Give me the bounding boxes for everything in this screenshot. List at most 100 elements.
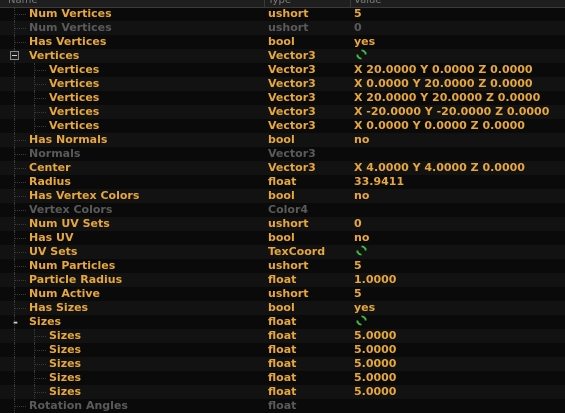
tree-elbow-line — [14, 252, 26, 253]
tree-guide-line — [14, 315, 37, 329]
tree-row[interactable]: Has Sizes bool yes — [0, 301, 565, 315]
tree-guide-line — [14, 91, 37, 105]
refresh-icon[interactable] — [356, 245, 367, 256]
tree-child-row[interactable]: Vertices Vector3 X 20.0000 Y 20.0000 Z 0.0… — [0, 91, 565, 105]
property-value[interactable] — [354, 245, 565, 259]
property-value[interactable]: 5 — [354, 287, 362, 300]
property-name: Has Vertex Colors — [29, 189, 140, 202]
property-value[interactable]: no — [354, 189, 370, 202]
property-value[interactable]: 5.0000 — [354, 357, 397, 370]
property-value[interactable]: X 4.0000 Y 4.0000 Z 0.0000 — [354, 161, 525, 174]
property-value[interactable]: X 0.0000 Y 0.0000 Z 0.0000 — [354, 119, 525, 132]
tree-row[interactable]: Vertices Vector3 — [0, 49, 565, 63]
tree-row[interactable]: Vertex Colors Color4 — [0, 203, 565, 217]
tree-row[interactable]: UV Sets TexCoord — [0, 245, 565, 259]
property-value[interactable]: no — [354, 231, 370, 244]
tree-row[interactable]: Has UV bool no — [0, 231, 565, 245]
header-type[interactable]: Type — [268, 0, 291, 6]
property-value[interactable]: 0 — [354, 217, 362, 230]
tree-elbow-line — [34, 336, 46, 337]
tree-elbow-line — [14, 28, 26, 29]
tree-child-row[interactable]: Sizes float 5.0000 — [0, 385, 565, 399]
property-value[interactable]: 5.0000 — [354, 343, 397, 356]
property-name: Sizes — [49, 329, 82, 342]
tree-row[interactable]: Particle Radius float 1.0000 — [0, 273, 565, 287]
collapse-toggle-icon[interactable] — [10, 51, 19, 60]
refresh-icon[interactable] — [356, 49, 367, 60]
tree-elbow-line — [14, 210, 26, 211]
tree-guide-line — [14, 329, 37, 343]
tree-row[interactable]: Center Vector3 X 4.0000 Y 4.0000 Z 0.0000 — [0, 161, 565, 175]
property-value[interactable]: X -20.0000 Y -20.0000 Z 0.0000 — [354, 105, 550, 118]
property-type: Vector3 — [268, 105, 316, 118]
header-separator[interactable] — [264, 0, 265, 7]
tree-row[interactable]: Has Vertex Colors bool no — [0, 189, 565, 203]
tree-child-row[interactable]: Sizes float 5.0000 — [0, 329, 565, 343]
property-type: ushort — [268, 217, 309, 230]
tree-row[interactable]: Num Particles ushort 5 — [0, 259, 565, 273]
tree-row[interactable]: Num Active ushort 5 — [0, 287, 565, 301]
tree-row[interactable]: Rotation Angles float — [0, 399, 565, 413]
tree-child-row[interactable]: Sizes float 5.0000 — [0, 357, 565, 371]
property-type: Vector3 — [268, 161, 316, 174]
property-type: Vector3 — [268, 63, 316, 76]
property-value[interactable] — [354, 315, 565, 329]
property-value[interactable]: 0 — [354, 21, 362, 34]
property-name: Vertices — [29, 49, 80, 62]
tree-row[interactable]: Num UV Sets ushort 0 — [0, 217, 565, 231]
property-value[interactable]: yes — [354, 301, 376, 314]
property-name: Sizes — [49, 357, 82, 370]
property-name: Vertices — [49, 105, 100, 118]
tree-row[interactable]: Num Vertices ushort 5 — [0, 7, 565, 21]
property-name: Num Vertices — [29, 21, 112, 34]
property-type: ushort — [268, 287, 309, 300]
property-value[interactable]: no — [354, 133, 370, 146]
tree-child-row[interactable]: Vertices Vector3 X 0.0000 Y 20.0000 Z 0.00… — [0, 77, 565, 91]
collapse-toggle-icon[interactable]: - — [13, 315, 18, 329]
header-value[interactable]: Value — [354, 0, 382, 6]
tree-row[interactable]: - Sizes float — [0, 315, 565, 329]
tree-guide-line — [14, 77, 37, 91]
property-value[interactable]: 1.0000 — [354, 273, 397, 286]
tree-child-row[interactable]: Vertices Vector3 X 0.0000 Y 0.0000 Z 0.000… — [0, 119, 565, 133]
property-type: bool — [268, 189, 295, 202]
header-name[interactable]: Name — [8, 0, 38, 6]
tree-child-row[interactable]: Vertices Vector3 X -20.0000 Y -20.0000 Z 0… — [0, 105, 565, 119]
tree-row[interactable]: Normals Vector3 — [0, 147, 565, 161]
property-type: Vector3 — [268, 147, 316, 160]
property-name: Num UV Sets — [29, 217, 110, 230]
tree-elbow-line — [34, 112, 46, 113]
property-type: ushort — [268, 7, 309, 20]
tree-row[interactable]: Num Vertices ushort 0 — [0, 21, 565, 35]
property-value[interactable]: 5.0000 — [354, 371, 397, 384]
tree-elbow-line — [14, 42, 26, 43]
tree-elbow-line — [14, 238, 26, 239]
property-value[interactable]: 5.0000 — [354, 385, 397, 398]
property-type: float — [268, 399, 297, 412]
header-separator[interactable] — [350, 0, 351, 7]
tree-child-row[interactable]: Vertices Vector3 X 20.0000 Y 0.0000 Z 0.00… — [0, 63, 565, 77]
tree-row[interactable]: Has Normals bool no — [0, 133, 565, 147]
property-value[interactable]: 5.0000 — [354, 329, 397, 342]
property-value[interactable]: X 20.0000 Y 0.0000 Z 0.0000 — [354, 63, 533, 76]
property-value[interactable]: X 0.0000 Y 20.0000 Z 0.0000 — [354, 77, 533, 90]
property-type: Vector3 — [268, 91, 316, 104]
tree-row[interactable]: Has Vertices bool yes — [0, 35, 565, 49]
tree-child-row[interactable]: Sizes float 5.0000 — [0, 371, 565, 385]
property-value[interactable] — [354, 49, 565, 63]
property-type: float — [268, 315, 297, 328]
property-value[interactable]: X 20.0000 Y 20.0000 Z 0.0000 — [354, 91, 541, 104]
property-type: float — [268, 273, 297, 286]
property-value[interactable]: 5 — [354, 259, 362, 272]
refresh-icon[interactable] — [356, 315, 367, 326]
property-value[interactable]: 5 — [354, 7, 362, 20]
tree-guide-line — [14, 385, 37, 399]
tree-elbow-line — [14, 168, 26, 169]
property-value[interactable]: 33.9411 — [354, 175, 405, 188]
property-name: Has Normals — [29, 133, 108, 146]
tree-row[interactable]: Radius float 33.9411 — [0, 175, 565, 189]
property-name: Sizes — [29, 315, 62, 328]
property-value[interactable]: yes — [354, 35, 376, 48]
tree-child-row[interactable]: Sizes float 5.0000 — [0, 343, 565, 357]
property-name: Center — [29, 161, 71, 174]
